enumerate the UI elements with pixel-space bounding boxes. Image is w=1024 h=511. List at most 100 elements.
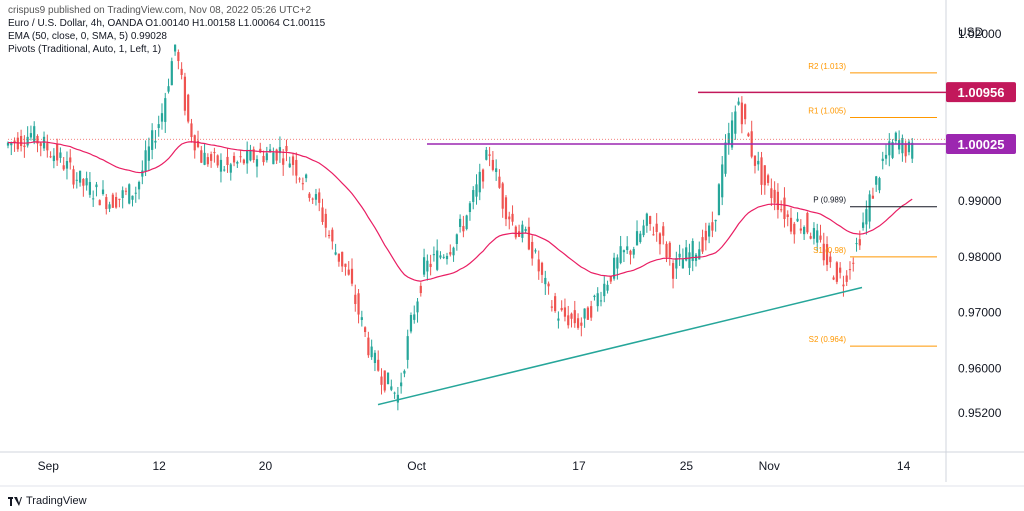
candle-body <box>36 135 39 144</box>
candle-body <box>206 157 209 165</box>
candle-body <box>491 159 494 170</box>
candle-body <box>101 189 105 195</box>
candle-body <box>842 284 845 287</box>
candle-body <box>13 140 16 144</box>
candle-body <box>786 214 789 218</box>
candle-body <box>540 262 544 275</box>
candle-body <box>531 241 534 259</box>
candle-body <box>478 171 481 193</box>
candle-body <box>20 135 23 147</box>
candle-body <box>498 176 501 188</box>
candle-body <box>468 203 472 213</box>
pivot-label: S2 (0.964) <box>809 335 847 344</box>
candle-body <box>121 190 124 199</box>
candle-body <box>721 164 724 198</box>
candle-body <box>691 240 694 262</box>
candle-body <box>678 253 681 258</box>
candle-body <box>560 307 563 311</box>
candle-body <box>436 250 439 270</box>
candle-body <box>730 120 734 148</box>
candle-body <box>327 234 331 237</box>
x-tick-label: 20 <box>259 459 273 473</box>
candle-body <box>573 310 576 324</box>
candle-body <box>852 262 855 264</box>
candle-body <box>196 140 200 147</box>
candle-body <box>475 184 478 197</box>
candle-body <box>861 222 865 228</box>
candle-body <box>419 285 422 294</box>
candle-body <box>275 149 278 161</box>
candle-body <box>770 188 773 199</box>
candle-body <box>42 136 46 149</box>
candle-body <box>485 149 488 160</box>
candle-body <box>822 243 825 261</box>
candle-body <box>698 249 701 260</box>
candle-body <box>285 145 288 151</box>
candle-body <box>33 126 36 142</box>
candle-body <box>170 61 173 86</box>
candle-body <box>799 228 802 231</box>
candle-body <box>629 250 632 255</box>
candle-body <box>6 142 10 146</box>
candle-body <box>364 327 367 333</box>
candle-body <box>386 372 390 385</box>
candle-body <box>567 315 570 326</box>
candle-body <box>717 184 721 216</box>
candle-body <box>599 300 603 302</box>
candle-body <box>675 258 678 269</box>
candle-body <box>291 156 295 165</box>
candle-body <box>865 209 868 225</box>
candle-body <box>783 197 786 220</box>
candle-body <box>760 157 763 185</box>
candle-body <box>806 212 809 233</box>
candle-body <box>668 242 671 258</box>
candle-body <box>128 184 131 204</box>
candle-body <box>311 198 314 200</box>
candle-body <box>557 318 560 321</box>
candle-body <box>776 191 780 210</box>
candle-body <box>609 276 612 282</box>
candle-body <box>858 239 861 246</box>
publish-info: crispus9 published on TradingView.com, N… <box>8 5 312 16</box>
candle-body <box>350 268 354 284</box>
candle-body <box>812 228 816 239</box>
candle-body <box>232 155 236 163</box>
candle-body <box>131 195 134 200</box>
candle-body <box>544 277 547 285</box>
candle-body <box>75 179 78 181</box>
candle-body <box>236 161 239 164</box>
candle-body <box>193 135 196 151</box>
candle-body <box>400 382 403 387</box>
candle-body <box>416 301 419 313</box>
candle-body <box>586 307 589 320</box>
candle-body <box>462 226 465 232</box>
candle-body <box>29 133 33 138</box>
candle-body <box>249 149 252 161</box>
tradingview-footer[interactable]: TradingView <box>8 495 87 507</box>
candle-body <box>645 213 648 226</box>
candle-body <box>773 189 776 203</box>
candle-body <box>223 169 226 171</box>
candle-body <box>472 190 475 202</box>
candle-body <box>714 219 717 222</box>
candle-body <box>173 44 177 52</box>
candle-body <box>216 155 219 166</box>
candle-body <box>56 143 59 161</box>
candle-body <box>177 52 180 62</box>
candle-body <box>403 370 406 374</box>
candle-body <box>360 317 363 320</box>
candle-body <box>164 98 167 122</box>
candle-body <box>593 295 596 298</box>
candle-body <box>789 217 793 232</box>
candle-body <box>377 359 380 371</box>
candle-body <box>39 143 42 146</box>
candle-body <box>334 252 337 255</box>
candle-body <box>242 159 245 164</box>
candle-body <box>246 149 249 164</box>
candle-body <box>839 267 842 273</box>
candle-body <box>780 209 783 211</box>
candle-body <box>671 263 675 279</box>
candle-body <box>111 194 114 208</box>
candle-body <box>524 229 527 232</box>
